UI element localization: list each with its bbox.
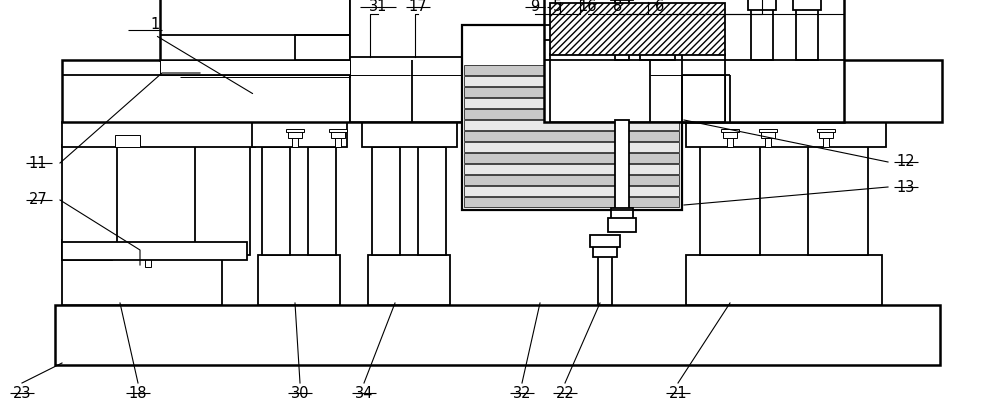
Text: 9: 9: [530, 0, 540, 15]
Bar: [139, 245, 157, 250]
Bar: [593, 245, 617, 257]
Text: 11: 11: [29, 156, 47, 171]
Bar: [331, 131, 345, 138]
Bar: [462, 25, 682, 210]
Bar: [808, 145, 868, 255]
Bar: [550, 3, 725, 55]
Bar: [686, 122, 886, 147]
Bar: [464, 164, 679, 174]
Text: 1: 1: [150, 17, 160, 32]
Bar: [765, 137, 771, 147]
Bar: [62, 242, 247, 260]
Bar: [464, 65, 679, 75]
Bar: [160, 0, 350, 60]
Bar: [350, 42, 412, 122]
Bar: [748, 0, 776, 10]
Bar: [141, 248, 155, 256]
Bar: [195, 145, 250, 255]
Bar: [62, 145, 117, 255]
Bar: [751, 5, 773, 60]
Bar: [286, 129, 304, 132]
Text: 6: 6: [655, 0, 665, 15]
Bar: [550, 54, 725, 122]
Bar: [638, 11, 678, 27]
Bar: [464, 87, 679, 97]
Bar: [723, 131, 737, 138]
Text: 34: 34: [355, 386, 373, 400]
Bar: [727, 137, 733, 147]
Bar: [350, 57, 545, 122]
Text: 17: 17: [409, 0, 427, 15]
Bar: [350, 0, 412, 60]
Bar: [464, 131, 679, 141]
Bar: [418, 147, 446, 255]
Bar: [700, 145, 760, 255]
Text: 21: 21: [669, 386, 687, 400]
Bar: [608, 218, 636, 232]
Bar: [262, 147, 290, 255]
Text: 16: 16: [579, 0, 597, 15]
Bar: [252, 122, 347, 147]
Text: 31: 31: [369, 0, 387, 15]
Bar: [686, 255, 882, 305]
Bar: [544, 0, 844, 122]
Bar: [759, 129, 777, 132]
Bar: [615, 120, 629, 210]
Bar: [329, 129, 347, 132]
Bar: [62, 60, 942, 122]
Bar: [464, 142, 679, 152]
Bar: [350, 0, 545, 60]
Bar: [823, 137, 829, 147]
Bar: [615, 0, 629, 60]
Bar: [793, 0, 821, 10]
Bar: [464, 186, 679, 196]
Bar: [335, 137, 341, 147]
Bar: [819, 131, 833, 138]
Bar: [62, 255, 222, 305]
Text: 27: 27: [29, 193, 47, 208]
Bar: [721, 129, 739, 132]
Bar: [598, 250, 612, 305]
Bar: [464, 98, 679, 108]
Bar: [464, 153, 679, 163]
Bar: [464, 109, 679, 119]
Bar: [62, 240, 112, 260]
Bar: [817, 129, 835, 132]
Bar: [611, 208, 633, 220]
Text: 13: 13: [897, 180, 915, 195]
Bar: [292, 137, 298, 147]
Text: 8: 8: [613, 0, 623, 15]
Bar: [288, 131, 302, 138]
Bar: [464, 120, 679, 130]
Bar: [761, 131, 775, 138]
Bar: [640, 42, 675, 60]
Bar: [464, 175, 679, 185]
Bar: [62, 122, 255, 147]
Bar: [462, 25, 682, 210]
Text: 18: 18: [129, 386, 147, 400]
Bar: [464, 197, 679, 207]
Bar: [372, 147, 400, 255]
Bar: [55, 305, 940, 365]
Bar: [590, 235, 620, 247]
Bar: [464, 76, 679, 86]
Bar: [368, 255, 450, 305]
Text: 32: 32: [513, 386, 531, 400]
Text: 12: 12: [897, 154, 915, 169]
Text: 5: 5: [552, 0, 562, 15]
Text: 30: 30: [291, 386, 309, 400]
Bar: [160, 60, 350, 75]
Bar: [145, 256, 151, 267]
Text: 22: 22: [556, 386, 574, 400]
Bar: [115, 135, 140, 147]
Bar: [295, 35, 350, 60]
Bar: [796, 5, 818, 60]
Bar: [308, 147, 336, 255]
Bar: [258, 255, 340, 305]
Bar: [362, 122, 457, 147]
Text: 23: 23: [13, 386, 31, 400]
